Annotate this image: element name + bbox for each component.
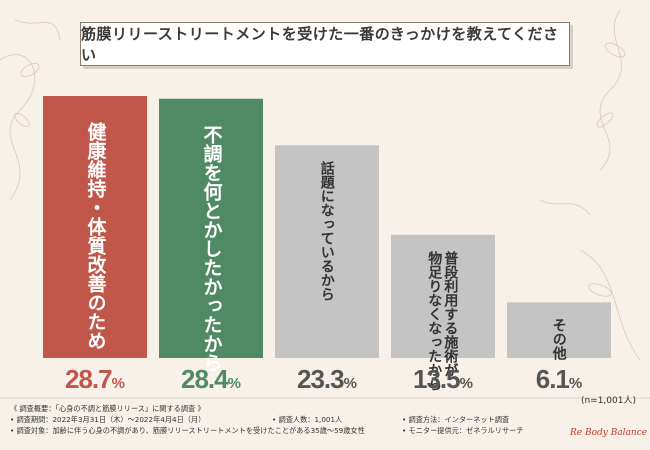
category-text: その他 xyxy=(550,318,567,361)
survey-title: 《 調査概要：「心身の不調と筋膜リリース」に関する調査 》 xyxy=(10,404,205,413)
survey-people: • 調査人数：1,001人 xyxy=(272,415,343,424)
value-number: 28.7 xyxy=(65,364,113,394)
value-label: 6.1% xyxy=(507,364,611,395)
category-text: 健康維持・体質改善のため xyxy=(84,122,107,350)
value-unit: % xyxy=(459,375,473,392)
category-text: 物足りなくなったから xyxy=(426,250,443,391)
value-unit: % xyxy=(568,375,583,392)
survey-overview: 《 調査概要：「心身の不調と筋膜リリース」に関する調査 》 • 調査期間：202… xyxy=(10,404,570,448)
bar-category-label: 健康維持・体質改善のため xyxy=(84,122,106,350)
category-text: 普段利用する施術が xyxy=(442,250,459,377)
bar-category-label: 話題になっているから xyxy=(319,161,335,301)
value-number: 23.3 xyxy=(297,364,345,394)
value-unit: % xyxy=(111,375,125,392)
chart-title: 筋膜リリーストリートメントを受けた一番のきっかけを教えてください xyxy=(80,22,570,66)
value-label: 28.4% xyxy=(159,364,263,395)
survey-target: • 調査対象：加齢に伴う心身の不調があり、筋膜リリーストリートメントを受けたこと… xyxy=(10,426,365,435)
value-unit: % xyxy=(227,375,241,392)
value-label: 13.5% xyxy=(391,364,495,395)
bar-1 xyxy=(43,96,147,358)
value-number: 13.5 xyxy=(413,364,461,394)
bar-category-label: その他 xyxy=(551,318,567,360)
sample-size-note: (n=1,001人) xyxy=(580,396,636,406)
bar-3 xyxy=(275,145,379,358)
bar-4 xyxy=(391,234,495,358)
bar-category-label: 普段利用する施術が 物足りなくなったから xyxy=(426,251,458,391)
bar-2 xyxy=(159,98,263,358)
value-unit: % xyxy=(343,375,357,392)
bar-category-label: 不調を何とかしたかったから xyxy=(200,125,222,372)
category-text: 話題になっているから xyxy=(318,161,335,302)
value-label: 23.3% xyxy=(275,364,379,395)
value-number: 28.4 xyxy=(181,364,229,394)
value-label: 28.7% xyxy=(43,364,147,395)
brand-logo: Re Body Balance xyxy=(570,428,648,438)
value-number: 6.1 xyxy=(535,364,570,394)
survey-provider: • モニター提供元：ゼネラルリサーチ xyxy=(402,426,524,435)
survey-method: • 調査方法：インターネット調査 xyxy=(402,415,510,424)
survey-period: • 調査期間：2022年3月31日（木）～2022年4月4日（月） xyxy=(10,415,206,424)
bar-5 xyxy=(507,302,611,358)
category-text: 不調を何とかしたかったから xyxy=(200,124,223,372)
